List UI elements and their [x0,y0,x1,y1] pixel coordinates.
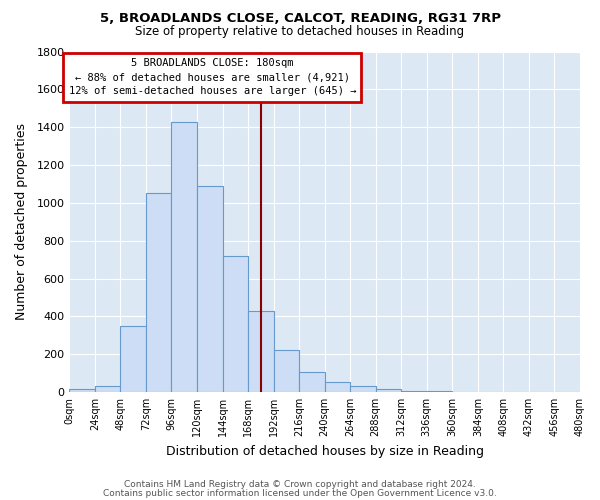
Text: 5 BROADLANDS CLOSE: 180sqm
← 88% of detached houses are smaller (4,921)
12% of s: 5 BROADLANDS CLOSE: 180sqm ← 88% of deta… [68,58,356,96]
Text: Contains HM Land Registry data © Crown copyright and database right 2024.: Contains HM Land Registry data © Crown c… [124,480,476,489]
Text: Size of property relative to detached houses in Reading: Size of property relative to detached ho… [136,25,464,38]
Bar [350,386,376,392]
Y-axis label: Number of detached properties: Number of detached properties [15,124,28,320]
Bar [70,389,95,392]
X-axis label: Distribution of detached houses by size in Reading: Distribution of detached houses by size … [166,444,484,458]
Bar [248,310,274,392]
Text: 5, BROADLANDS CLOSE, CALCOT, READING, RG31 7RP: 5, BROADLANDS CLOSE, CALCOT, READING, RG… [100,12,500,26]
Bar [299,372,325,392]
Bar [197,186,223,392]
Bar [376,389,401,392]
Bar [95,386,121,392]
Bar [146,194,172,392]
Bar [401,391,427,392]
Bar [223,256,248,392]
Text: Contains public sector information licensed under the Open Government Licence v3: Contains public sector information licen… [103,488,497,498]
Bar [274,350,299,392]
Bar [121,326,146,392]
Bar [325,382,350,392]
Bar [172,122,197,392]
